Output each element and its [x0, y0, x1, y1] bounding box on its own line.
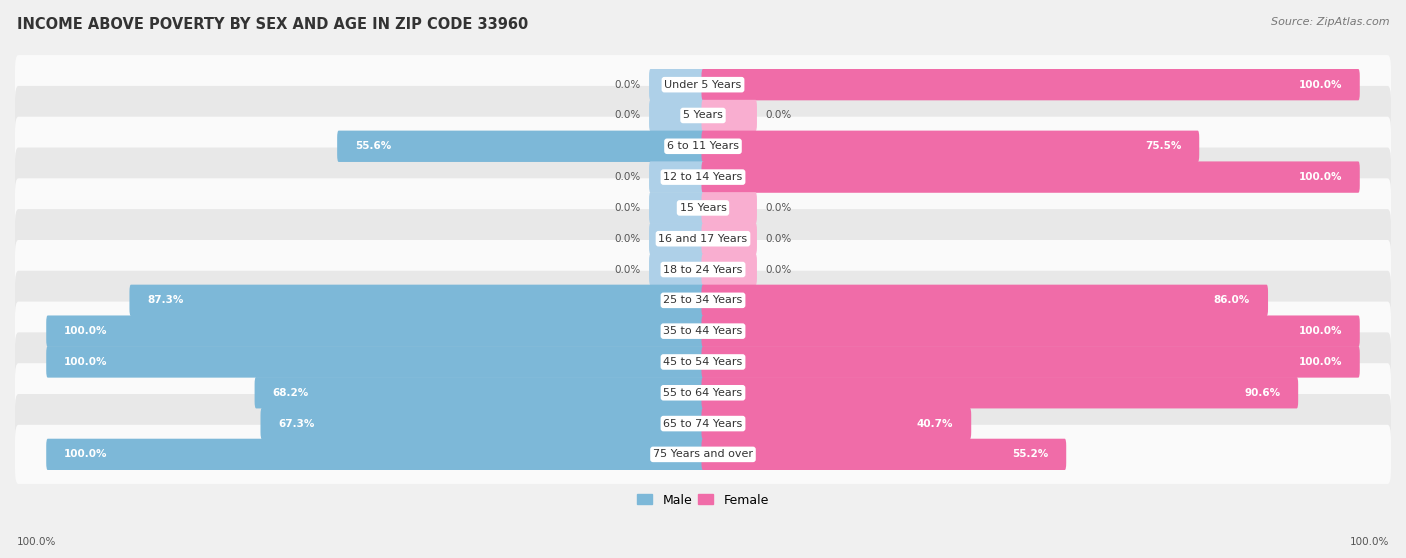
FancyBboxPatch shape: [702, 347, 1360, 378]
Text: 0.0%: 0.0%: [765, 234, 792, 244]
FancyBboxPatch shape: [15, 271, 1391, 330]
FancyBboxPatch shape: [702, 439, 1066, 470]
FancyBboxPatch shape: [702, 131, 1199, 162]
Text: 0.0%: 0.0%: [765, 264, 792, 275]
Text: 100.0%: 100.0%: [65, 326, 108, 336]
Text: 55 to 64 Years: 55 to 64 Years: [664, 388, 742, 398]
Text: 100.0%: 100.0%: [1298, 80, 1341, 90]
Text: 67.3%: 67.3%: [278, 418, 315, 429]
Text: 0.0%: 0.0%: [614, 203, 641, 213]
FancyBboxPatch shape: [702, 254, 756, 285]
FancyBboxPatch shape: [15, 240, 1391, 299]
Text: 0.0%: 0.0%: [765, 110, 792, 121]
FancyBboxPatch shape: [702, 161, 1360, 193]
FancyBboxPatch shape: [650, 69, 704, 100]
Text: 0.0%: 0.0%: [765, 203, 792, 213]
Text: 100.0%: 100.0%: [1350, 537, 1389, 547]
Text: 100.0%: 100.0%: [1298, 326, 1341, 336]
FancyBboxPatch shape: [702, 377, 1298, 408]
FancyBboxPatch shape: [15, 179, 1391, 238]
Text: 18 to 24 Years: 18 to 24 Years: [664, 264, 742, 275]
Text: 0.0%: 0.0%: [614, 234, 641, 244]
FancyBboxPatch shape: [650, 161, 704, 193]
Text: 15 Years: 15 Years: [679, 203, 727, 213]
FancyBboxPatch shape: [702, 69, 1360, 100]
FancyBboxPatch shape: [46, 315, 704, 347]
FancyBboxPatch shape: [650, 100, 704, 131]
Text: 0.0%: 0.0%: [614, 80, 641, 90]
FancyBboxPatch shape: [702, 100, 756, 131]
FancyBboxPatch shape: [15, 86, 1391, 145]
FancyBboxPatch shape: [650, 223, 704, 254]
FancyBboxPatch shape: [702, 408, 972, 439]
FancyBboxPatch shape: [702, 285, 1268, 316]
Text: INCOME ABOVE POVERTY BY SEX AND AGE IN ZIP CODE 33960: INCOME ABOVE POVERTY BY SEX AND AGE IN Z…: [17, 17, 529, 32]
Text: 0.0%: 0.0%: [614, 172, 641, 182]
Text: 65 to 74 Years: 65 to 74 Years: [664, 418, 742, 429]
Text: 6 to 11 Years: 6 to 11 Years: [666, 141, 740, 151]
Text: 75 Years and over: 75 Years and over: [652, 449, 754, 459]
Text: 87.3%: 87.3%: [148, 295, 184, 305]
FancyBboxPatch shape: [15, 394, 1391, 453]
FancyBboxPatch shape: [15, 147, 1391, 206]
FancyBboxPatch shape: [15, 55, 1391, 114]
Text: Source: ZipAtlas.com: Source: ZipAtlas.com: [1271, 17, 1389, 27]
Text: 55.6%: 55.6%: [356, 141, 391, 151]
Text: 35 to 44 Years: 35 to 44 Years: [664, 326, 742, 336]
Text: Under 5 Years: Under 5 Years: [665, 80, 741, 90]
Text: 0.0%: 0.0%: [614, 264, 641, 275]
Text: 68.2%: 68.2%: [273, 388, 309, 398]
FancyBboxPatch shape: [15, 333, 1391, 392]
FancyBboxPatch shape: [15, 425, 1391, 484]
Text: 100.0%: 100.0%: [17, 537, 56, 547]
Text: 12 to 14 Years: 12 to 14 Years: [664, 172, 742, 182]
FancyBboxPatch shape: [15, 301, 1391, 360]
Text: 45 to 54 Years: 45 to 54 Years: [664, 357, 742, 367]
Text: 86.0%: 86.0%: [1213, 295, 1250, 305]
FancyBboxPatch shape: [15, 363, 1391, 422]
Text: 100.0%: 100.0%: [1298, 172, 1341, 182]
Text: 5 Years: 5 Years: [683, 110, 723, 121]
FancyBboxPatch shape: [337, 131, 704, 162]
FancyBboxPatch shape: [702, 193, 756, 224]
FancyBboxPatch shape: [702, 315, 1360, 347]
FancyBboxPatch shape: [650, 254, 704, 285]
Text: 0.0%: 0.0%: [614, 110, 641, 121]
FancyBboxPatch shape: [15, 117, 1391, 176]
FancyBboxPatch shape: [650, 193, 704, 224]
Text: 100.0%: 100.0%: [1298, 357, 1341, 367]
FancyBboxPatch shape: [15, 209, 1391, 268]
FancyBboxPatch shape: [129, 285, 704, 316]
Text: 16 and 17 Years: 16 and 17 Years: [658, 234, 748, 244]
FancyBboxPatch shape: [254, 377, 704, 408]
Legend: Male, Female: Male, Female: [633, 489, 773, 512]
FancyBboxPatch shape: [46, 439, 704, 470]
FancyBboxPatch shape: [260, 408, 704, 439]
Text: 100.0%: 100.0%: [65, 449, 108, 459]
Text: 75.5%: 75.5%: [1144, 141, 1181, 151]
Text: 55.2%: 55.2%: [1012, 449, 1049, 459]
FancyBboxPatch shape: [46, 347, 704, 378]
Text: 40.7%: 40.7%: [917, 418, 953, 429]
Text: 25 to 34 Years: 25 to 34 Years: [664, 295, 742, 305]
Text: 100.0%: 100.0%: [65, 357, 108, 367]
Text: 90.6%: 90.6%: [1244, 388, 1281, 398]
FancyBboxPatch shape: [702, 223, 756, 254]
